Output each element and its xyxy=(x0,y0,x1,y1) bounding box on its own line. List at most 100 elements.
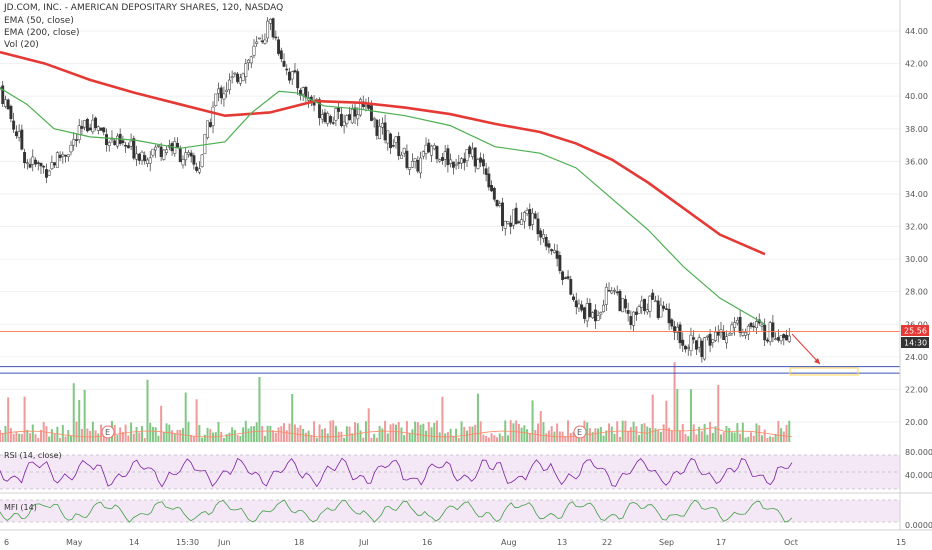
candle-body xyxy=(574,300,578,307)
price-tick-label: 44.00 xyxy=(905,27,928,36)
candle-body xyxy=(178,147,182,163)
chart-title: JD.COM, INC. - AMERICAN DEPOSITARY SHARE… xyxy=(4,3,284,13)
volume-bar xyxy=(132,433,135,442)
legend-ema200[interactable]: EMA (200, close) xyxy=(4,28,80,38)
volume-bar xyxy=(321,429,324,442)
time-tick-label: 16 xyxy=(422,538,432,547)
candle-body xyxy=(569,279,573,295)
volume-bar xyxy=(258,377,261,442)
time-axis: 6 May 14 15:30 Jun 18 Jul 16 Aug 13 22 Sep 17 Oct 15 xyxy=(4,538,906,547)
volume-bar xyxy=(86,428,89,442)
candle-body xyxy=(249,56,253,64)
candle-body xyxy=(359,99,362,116)
candle-body xyxy=(613,289,616,292)
candle-body xyxy=(528,208,532,227)
candle-body xyxy=(342,121,346,126)
candle-body xyxy=(419,157,423,174)
candle-body xyxy=(645,309,649,313)
candle-body xyxy=(53,162,57,166)
candle-body xyxy=(755,321,758,329)
candle-body xyxy=(421,151,425,157)
candle-body xyxy=(432,145,436,150)
candle-body xyxy=(181,159,185,166)
candle-body xyxy=(656,300,660,319)
candle-body xyxy=(304,86,308,98)
volume-bar xyxy=(698,426,701,442)
volume-bar xyxy=(217,421,220,442)
candle-body xyxy=(96,126,100,131)
volume-bar xyxy=(616,421,619,442)
candle-body xyxy=(36,162,40,164)
candle-body xyxy=(473,147,477,167)
candle-body xyxy=(476,159,480,169)
candle-body xyxy=(77,125,81,140)
volume-bar xyxy=(654,428,657,442)
volume-bar xyxy=(334,425,337,442)
volume-bar xyxy=(274,432,277,442)
candle-body xyxy=(137,153,141,161)
volume-bar xyxy=(613,433,616,442)
volume-bar xyxy=(329,420,332,442)
volume-bar xyxy=(545,433,548,442)
volume-bar xyxy=(523,425,526,442)
volume-bar xyxy=(315,437,318,442)
volume-bar xyxy=(116,435,119,442)
mfi-label[interactable]: MFI (14) xyxy=(4,503,37,512)
volume-bar xyxy=(569,433,572,442)
volume-bar xyxy=(422,423,425,442)
candle-body xyxy=(323,112,327,123)
volume-bar xyxy=(414,421,417,442)
volume-bar xyxy=(460,421,463,442)
volume-bar xyxy=(50,429,53,442)
earnings-marker-2[interactable]: E xyxy=(573,425,587,439)
candle-body xyxy=(727,333,731,336)
volume-bar xyxy=(59,437,62,442)
volume-bar xyxy=(736,423,739,442)
volume-bar xyxy=(261,426,264,442)
volume-bar xyxy=(769,436,772,442)
volume-bar xyxy=(146,379,149,442)
price-tick-label: 34.00 xyxy=(905,190,928,199)
candle-body xyxy=(771,322,775,338)
time-tick-label: 15 xyxy=(896,538,906,547)
rsi-label[interactable]: RSI (14, close) xyxy=(4,451,62,460)
volume-bar xyxy=(408,433,411,442)
volume-bar xyxy=(485,436,488,442)
volume-bar xyxy=(771,437,774,442)
candle-body xyxy=(525,210,529,214)
candle-body xyxy=(55,152,59,168)
volume-bar xyxy=(482,434,485,442)
volume-bar xyxy=(304,432,307,442)
volume-bar xyxy=(209,429,212,442)
candle-body xyxy=(66,154,70,157)
candle-body xyxy=(563,277,567,279)
candle-body xyxy=(700,340,704,358)
volume-bar xyxy=(78,399,81,442)
volume-bar xyxy=(763,429,766,442)
volume-bar xyxy=(722,432,725,442)
candle-body xyxy=(124,144,128,147)
earnings-marker-1[interactable]: E xyxy=(101,425,115,439)
candle-body xyxy=(643,298,646,311)
legend-volume[interactable]: Vol (20) xyxy=(4,40,39,50)
candle-body xyxy=(623,299,627,309)
volume-bar xyxy=(26,429,29,442)
candle-body xyxy=(61,154,65,157)
volume-bar xyxy=(419,424,422,442)
candle-body xyxy=(782,334,786,339)
candle-body xyxy=(64,154,67,157)
candle-body xyxy=(298,90,302,96)
candle-body xyxy=(206,120,210,138)
volume-bar xyxy=(310,434,313,442)
volume-bar xyxy=(299,425,302,442)
volume-bar xyxy=(515,420,518,442)
time-tick-label: Aug xyxy=(501,538,517,547)
volume-bar xyxy=(171,430,174,442)
time-tick-label: 17 xyxy=(716,538,726,547)
legend-ema50[interactable]: EMA (50, close) xyxy=(4,16,74,26)
candle-body xyxy=(255,41,259,44)
candle-body xyxy=(369,105,373,121)
candle-body xyxy=(293,70,297,73)
volume-bar xyxy=(635,426,638,442)
